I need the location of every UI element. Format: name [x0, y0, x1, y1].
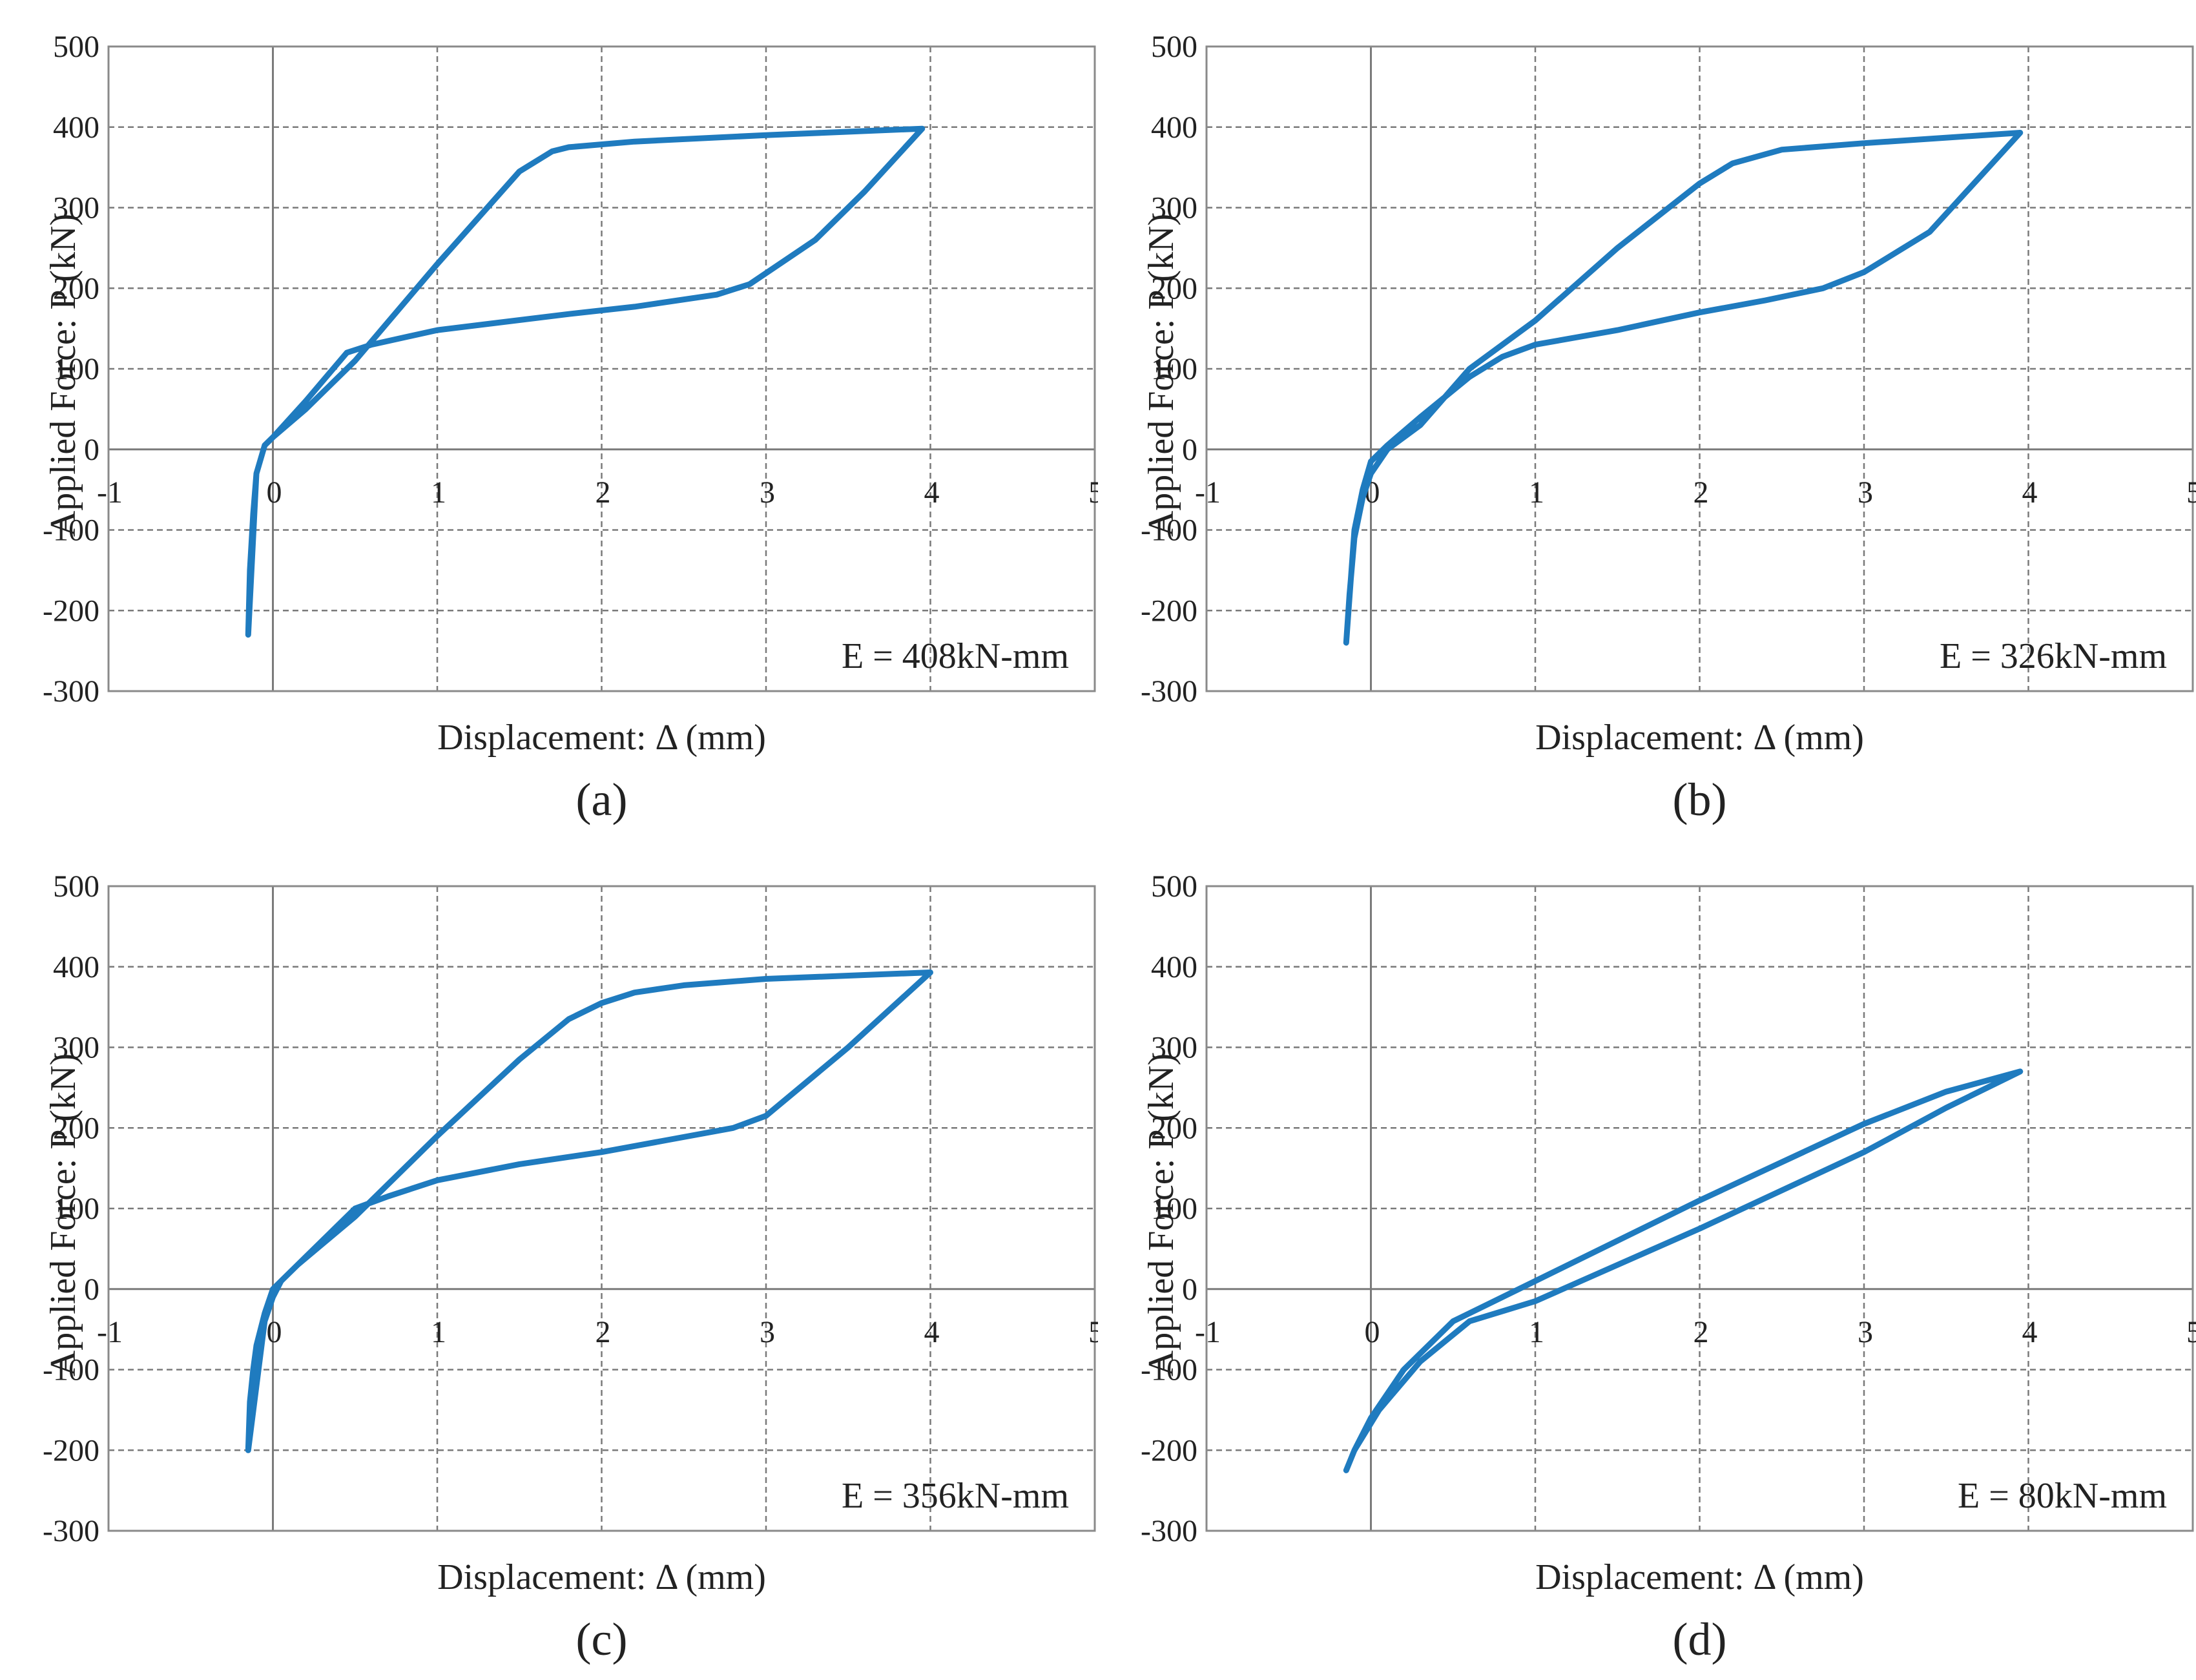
plot-frame [1205, 45, 2194, 692]
y-tick-label: 100 [1151, 1192, 1197, 1226]
x-tick-label: 5 [1088, 1315, 1098, 1349]
x-tick-label: 0 [267, 475, 282, 510]
y-tick-label: 200 [53, 271, 99, 306]
x-tick-label: 2 [1694, 1315, 1709, 1349]
x-tick-label: 0 [267, 1315, 282, 1349]
hysteresis-curve [245, 125, 926, 638]
gridlines [1205, 45, 2194, 692]
x-tick-label: 1 [1529, 1315, 1544, 1349]
x-tick-label: 3 [760, 1315, 775, 1349]
x-tick-label: 1 [431, 1315, 446, 1349]
plot-frame [107, 885, 1096, 1532]
y-tick-label: 500 [1151, 869, 1197, 904]
x-tick-label: 3 [1858, 475, 1873, 510]
x-axis-title: Displacement: Δ (mm) [1535, 1557, 1864, 1597]
subplot-c: 500 400 300 200 100 0 -100 -200 -300 -1 0 1 2 3 4 5 E = … [0, 840, 1098, 1679]
x-tick-label: 1 [431, 475, 446, 510]
y-tick-label: -100 [1141, 513, 1197, 548]
y-tick-label: -200 [1141, 1433, 1197, 1467]
x-tick-label: 2 [596, 1315, 611, 1349]
y-tick-label: 500 [1151, 30, 1197, 64]
energy-annotation: E = 408kN-mm [842, 636, 1069, 676]
x-tick-label: 2 [1694, 475, 1709, 510]
y-tick-label: 100 [53, 1192, 99, 1226]
x-tick-label: -1 [1195, 1315, 1221, 1349]
x-tick-label: 1 [1529, 475, 1544, 510]
subplot-b: 500 400 300 200 100 0 -100 -200 -300 -1 0 1 2 3 4 5 E = … [1098, 0, 2196, 840]
y-tick-label: -100 [43, 513, 99, 548]
x-tick-label: 2 [596, 475, 611, 510]
subplot-a: 500 400 300 200 100 0 -100 -200 -300 -1 0 1 2 3 4 5 E = … [0, 0, 1098, 840]
x-tick-label: 3 [760, 475, 775, 510]
y-tick-label: 500 [53, 30, 99, 64]
y-tick-label: 400 [1151, 110, 1197, 145]
y-tick-label: 0 [84, 433, 99, 467]
y-tick-label: 100 [53, 352, 99, 386]
y-tick-label: -300 [43, 674, 99, 709]
y-tick-label: 400 [53, 950, 99, 984]
gridlines [1205, 885, 2194, 1532]
y-tick-label: 200 [53, 1111, 99, 1145]
x-axis-title: Displacement: Δ (mm) [437, 1557, 766, 1597]
x-tick-label: 5 [1088, 475, 1098, 510]
x-tick-label: 4 [2022, 1315, 2038, 1349]
y-tick-label: -300 [1141, 1514, 1197, 1548]
y-tick-label: 200 [1151, 1111, 1197, 1145]
y-tick-label: -200 [43, 1433, 99, 1467]
energy-annotation: E = 326kN-mm [1940, 636, 2167, 676]
y-tick-label: -200 [1141, 594, 1197, 628]
subplot-label: (b) [1673, 774, 1727, 825]
x-tick-label: -1 [97, 475, 123, 510]
x-tick-label: 3 [1858, 1315, 1873, 1349]
y-axis-title: Applied Force: P (kN) [43, 1053, 83, 1376]
hysteresis-curve [245, 970, 933, 1453]
x-tick-label: 5 [2186, 475, 2196, 510]
y-tick-label: -100 [43, 1353, 99, 1387]
y-tick-label: 0 [84, 1272, 99, 1307]
x-tick-label: -1 [97, 1315, 123, 1349]
x-axis-title: Displacement: Δ (mm) [1535, 718, 1864, 758]
y-tick-label: 0 [1182, 433, 1197, 467]
y-tick-label: 100 [1151, 352, 1197, 386]
y-tick-label: 400 [1151, 950, 1197, 984]
hysteresis-curve [1343, 1068, 2024, 1473]
chart-svg: 500 400 300 200 100 0 -100 -200 -300 -1 0 1 2 3 4 5 E = … [43, 869, 1098, 1665]
y-tick-label: 300 [1151, 1031, 1197, 1065]
plot-frame [107, 45, 1096, 692]
y-axis-title: Applied Force: P (kN) [1141, 1053, 1181, 1376]
y-tick-label: 300 [1151, 191, 1197, 225]
y-tick-label: 300 [53, 191, 99, 225]
x-tick-label: 5 [2186, 1315, 2196, 1349]
y-tick-label: -100 [1141, 1353, 1197, 1387]
x-tick-label: 4 [924, 475, 940, 510]
y-tick-label: -200 [43, 594, 99, 628]
x-tick-label: 0 [1365, 1315, 1380, 1349]
x-tick-label: 4 [2022, 475, 2038, 510]
y-tick-label: 0 [1182, 1272, 1197, 1307]
y-axis-title: Applied Force: P (kN) [43, 214, 83, 537]
x-tick-label: 4 [924, 1315, 940, 1349]
y-tick-label: 400 [53, 110, 99, 145]
subplot-label: (d) [1673, 1613, 1727, 1665]
y-axis-title: Applied Force: P (kN) [1141, 214, 1181, 537]
x-axis-title: Displacement: Δ (mm) [437, 718, 766, 758]
y-tick-label: -300 [43, 1514, 99, 1548]
y-tick-label: -300 [1141, 674, 1197, 709]
gridlines [107, 885, 1096, 1532]
subplot-label: (a) [576, 774, 628, 825]
subplot-d: 500 400 300 200 100 0 -100 -200 -300 -1 0 1 2 3 4 5 E = … [1098, 840, 2196, 1679]
y-tick-label: 500 [53, 869, 99, 904]
x-tick-label: -1 [1195, 475, 1221, 510]
energy-annotation: E = 80kN-mm [1958, 1476, 2167, 1516]
energy-annotation: E = 356kN-mm [842, 1476, 1069, 1516]
plot-frame [1205, 885, 2194, 1532]
chart-svg: 500 400 300 200 100 0 -100 -200 -300 -1 0 1 2 3 4 5 E = … [43, 30, 1098, 825]
y-tick-label: 200 [1151, 271, 1197, 306]
y-tick-label: 300 [53, 1031, 99, 1065]
subplot-label: (c) [576, 1613, 628, 1665]
chart-svg: 500 400 300 200 100 0 -100 -200 -300 -1 0 1 2 3 4 5 E = … [1141, 869, 2196, 1665]
hysteresis-curve [1343, 130, 2024, 646]
